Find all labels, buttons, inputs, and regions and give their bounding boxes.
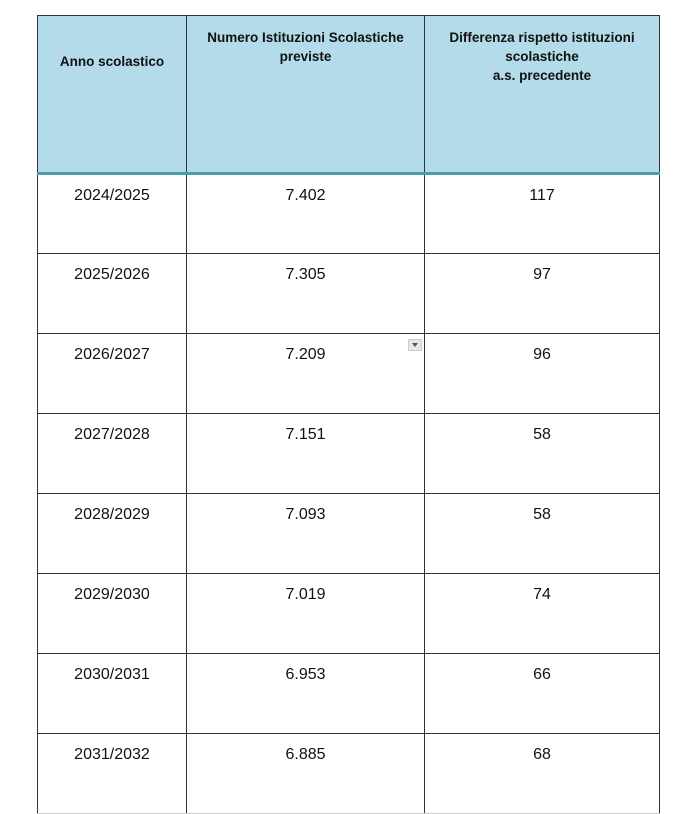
cell-anno: 2029/2030 bbox=[37, 573, 187, 654]
header-differenza-line: Differenza rispetto istituzioni bbox=[449, 30, 635, 45]
table-row: 2025/2026 7.305 97 bbox=[37, 253, 660, 334]
dropdown-arrow-icon[interactable] bbox=[408, 339, 422, 351]
cell-differenza: 96 bbox=[424, 333, 660, 414]
cell-anno: 2024/2025 bbox=[37, 173, 187, 254]
schools-table: Anno scolastico Numero Istituzioni Scola… bbox=[37, 15, 660, 814]
cell-differenza: 117 bbox=[424, 173, 660, 254]
table-row: 2031/2032 6.885 68 bbox=[37, 733, 660, 814]
table-row: 2027/2028 7.151 58 bbox=[37, 413, 660, 494]
cell-differenza: 97 bbox=[424, 253, 660, 334]
cell-differenza: 68 bbox=[424, 733, 660, 814]
header-numero: Numero Istituzioni Scolastiche previste bbox=[186, 15, 425, 175]
cell-anno: 2028/2029 bbox=[37, 493, 187, 574]
table-row: 2028/2029 7.093 58 bbox=[37, 493, 660, 574]
cell-differenza: 66 bbox=[424, 653, 660, 734]
header-anno: Anno scolastico bbox=[37, 15, 187, 175]
header-differenza: Differenza rispetto istituzioni scolasti… bbox=[424, 15, 660, 175]
cell-numero: 7.151 bbox=[186, 413, 425, 494]
cell-differenza: 74 bbox=[424, 573, 660, 654]
cell-numero: 7.402 bbox=[186, 173, 425, 254]
cell-numero: 7.093 bbox=[186, 493, 425, 574]
cell-numero: 7.209 bbox=[186, 333, 425, 414]
table-row: 2030/2031 6.953 66 bbox=[37, 653, 660, 734]
cell-anno: 2026/2027 bbox=[37, 333, 187, 414]
table-row: 2026/2027 7.209 96 bbox=[37, 333, 660, 414]
cell-numero: 6.953 bbox=[186, 653, 425, 734]
cell-anno: 2025/2026 bbox=[37, 253, 187, 334]
cell-numero: 6.885 bbox=[186, 733, 425, 814]
cell-differenza: 58 bbox=[424, 413, 660, 494]
header-differenza-line: a.s. precedente bbox=[492, 68, 592, 83]
cell-differenza: 58 bbox=[424, 493, 660, 574]
cell-numero: 7.019 bbox=[186, 573, 425, 654]
cell-numero: 7.305 bbox=[186, 253, 425, 334]
header-row: Anno scolastico Numero Istituzioni Scola… bbox=[37, 15, 660, 175]
table-row: 2024/2025 7.402 117 bbox=[37, 173, 660, 254]
header-differenza-line: scolastiche bbox=[505, 49, 579, 64]
table-row: 2029/2030 7.019 74 bbox=[37, 573, 660, 654]
cell-anno: 2030/2031 bbox=[37, 653, 187, 734]
cell-anno: 2027/2028 bbox=[37, 413, 187, 494]
cell-anno: 2031/2032 bbox=[37, 733, 187, 814]
